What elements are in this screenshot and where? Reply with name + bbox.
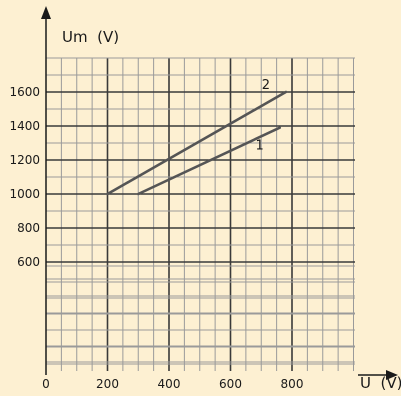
series-line-2 bbox=[106, 90, 288, 196]
y-tick-label: 1600 bbox=[9, 85, 40, 99]
x-tick-label: 0 bbox=[42, 377, 50, 391]
y-tick-label: 800 bbox=[17, 221, 40, 235]
y-tick-label: 1200 bbox=[9, 153, 40, 167]
y-tick-labels: 600 800 1000 1200 1400 1600 bbox=[9, 85, 40, 269]
x-axis-arrow-icon bbox=[386, 370, 398, 380]
series-group: 12 bbox=[106, 78, 288, 196]
x-tick-label: 400 bbox=[158, 377, 181, 391]
y-axis-arrow-icon bbox=[41, 6, 51, 19]
series-label-2: 2 bbox=[262, 78, 270, 93]
y-tick-label: 600 bbox=[17, 255, 40, 269]
y-tick-label: 1000 bbox=[9, 187, 40, 201]
series-line-1 bbox=[136, 126, 282, 196]
y-tick-label: 1400 bbox=[9, 119, 40, 133]
axes bbox=[41, 6, 398, 380]
x-tick-labels: 0 200 400 600 800 bbox=[42, 377, 303, 391]
x-axis-title: U (V) bbox=[360, 374, 401, 392]
series-label-1: 1 bbox=[256, 139, 264, 154]
x-tick-label: 800 bbox=[281, 377, 304, 391]
x-tick-label: 200 bbox=[96, 377, 119, 391]
y-axis-title: Um (V) bbox=[62, 28, 119, 46]
grid bbox=[45, 57, 355, 371]
x-tick-label: 600 bbox=[219, 377, 242, 391]
